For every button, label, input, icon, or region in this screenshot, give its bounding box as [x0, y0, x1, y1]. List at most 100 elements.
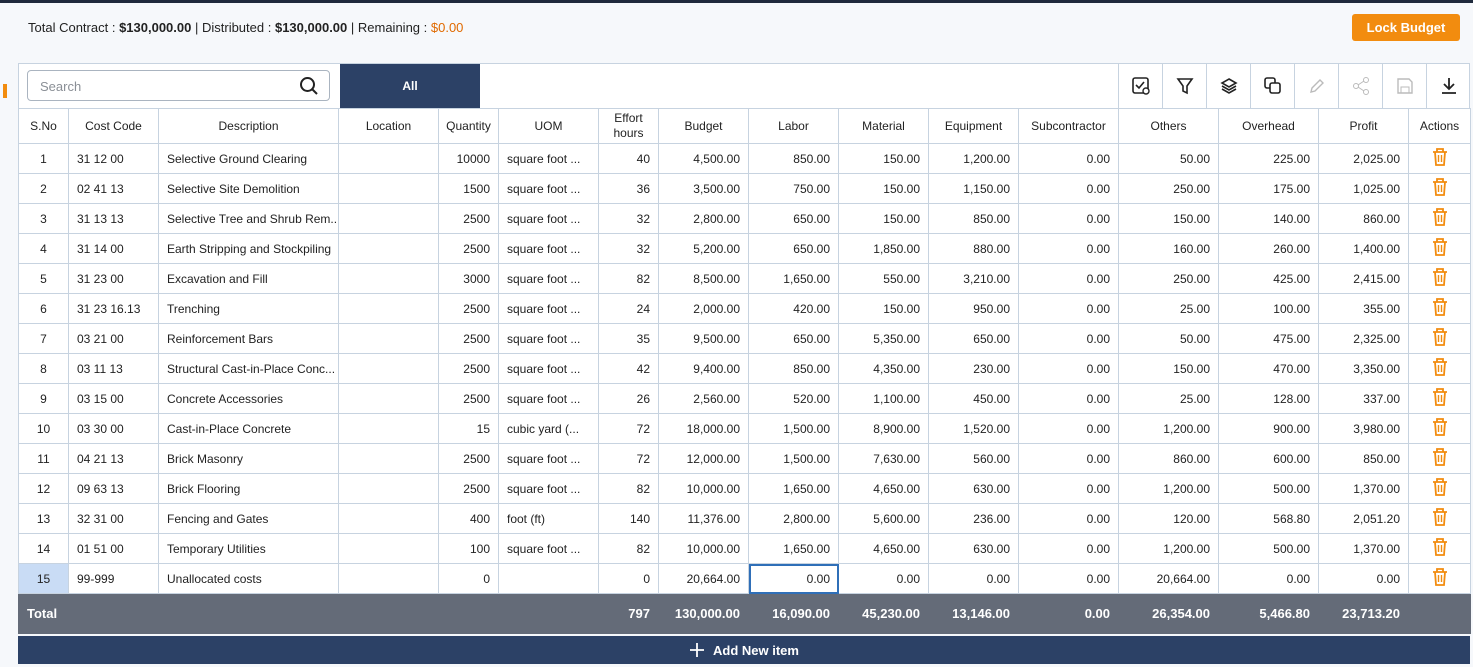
cell: 03 21 00 [68, 323, 159, 354]
cell: 2 [18, 173, 69, 204]
total-cell: 23,713.20 [1318, 593, 1409, 634]
trash-icon [1432, 148, 1447, 166]
cell: 32 [598, 203, 659, 234]
column-header: Material [838, 108, 929, 144]
cell: Selective Site Demolition [158, 173, 339, 204]
cell: 150.00 [838, 173, 929, 204]
cell: 7 [18, 323, 69, 354]
cell: 9,400.00 [658, 353, 749, 384]
cell: 7,630.00 [838, 443, 929, 474]
delete-button[interactable] [1431, 237, 1449, 260]
cell: 31 14 00 [68, 233, 159, 264]
total-cell: 26,354.00 [1118, 593, 1219, 634]
budget-summary: Total Contract : $130,000.00 | Distribut… [28, 20, 463, 35]
cell: Concrete Accessories [158, 383, 339, 414]
cell: 3 [18, 203, 69, 234]
delete-button[interactable] [1431, 327, 1449, 350]
cell: 1,650.00 [748, 473, 839, 504]
cell: square foot ... [498, 203, 599, 234]
cell: 1,150.00 [928, 173, 1019, 204]
delete-button[interactable] [1431, 387, 1449, 410]
cell: cubic yard (... [498, 413, 599, 444]
total-cell: 797 [598, 593, 659, 634]
share-button[interactable] [1338, 64, 1382, 108]
delete-button[interactable] [1431, 507, 1449, 530]
filter-button[interactable] [1162, 64, 1206, 108]
label: | Distributed : [194, 20, 272, 35]
delete-button[interactable] [1431, 417, 1449, 440]
cell: 1,370.00 [1318, 473, 1409, 504]
column-header: S.No [18, 108, 69, 144]
delete-button[interactable] [1431, 177, 1449, 200]
search-box[interactable]: Search [27, 70, 330, 101]
total-cell: 13,146.00 [928, 593, 1019, 634]
copy-button[interactable] [1250, 64, 1294, 108]
total-cell: 5,466.80 [1218, 593, 1319, 634]
column-header: Actions [1408, 108, 1471, 144]
cell: square foot ... [498, 473, 599, 504]
cell: 450.00 [928, 383, 1019, 414]
cell: 4,650.00 [838, 533, 929, 564]
cell: 0.00 [748, 563, 839, 594]
actions-cell [1408, 203, 1471, 234]
delete-button[interactable] [1431, 447, 1449, 470]
cell: 630.00 [928, 473, 1019, 504]
cell [338, 563, 439, 594]
cell: 150.00 [838, 143, 929, 174]
column-header: Description [158, 108, 339, 144]
cell [338, 533, 439, 564]
cell: 8,500.00 [658, 263, 749, 294]
delete-button[interactable] [1431, 297, 1449, 320]
cell: 750.00 [748, 173, 839, 204]
cell: 425.00 [1218, 263, 1319, 294]
delete-button[interactable] [1431, 567, 1449, 590]
delete-button[interactable] [1431, 357, 1449, 380]
cell: 2,560.00 [658, 383, 749, 414]
delete-button[interactable] [1431, 207, 1449, 230]
cell: 2500 [438, 323, 499, 354]
sidebar-indicator [3, 84, 7, 98]
cell: 0.00 [1018, 413, 1119, 444]
download-button[interactable] [1426, 64, 1470, 108]
trash-icon [1432, 298, 1447, 316]
cell: 02 41 13 [68, 173, 159, 204]
tab-all[interactable]: All [340, 64, 480, 108]
cell: 25.00 [1118, 383, 1219, 414]
cell: 520.00 [748, 383, 839, 414]
column-header: UOM [498, 108, 599, 144]
columns-button[interactable] [1118, 64, 1162, 108]
delete-button[interactable] [1431, 147, 1449, 170]
lock-budget-button[interactable]: Lock Budget [1352, 14, 1460, 41]
save-button[interactable] [1382, 64, 1426, 108]
layers-button[interactable] [1206, 64, 1250, 108]
add-item-button[interactable]: Add New item [18, 636, 1470, 664]
cell: 140.00 [1218, 203, 1319, 234]
trash-icon [1432, 238, 1447, 256]
column-header: Location [338, 108, 439, 144]
cell: Selective Tree and Shrub Rem... [158, 203, 339, 234]
cell: 15 [18, 563, 69, 594]
delete-button[interactable] [1431, 267, 1449, 290]
column-header: Others [1118, 108, 1219, 144]
plus-icon [690, 643, 705, 657]
actions-cell [1408, 383, 1471, 414]
delete-button[interactable] [1431, 537, 1449, 560]
total-label: Total [18, 593, 599, 634]
edit-button[interactable] [1294, 64, 1338, 108]
cell: 0.00 [1018, 533, 1119, 564]
cell: 2,800.00 [658, 203, 749, 234]
cell: 650.00 [748, 203, 839, 234]
cell: 10000 [438, 143, 499, 174]
total-cell: 45,230.00 [838, 593, 929, 634]
total-cell: 16,090.00 [748, 593, 839, 634]
cell: 0.00 [1018, 143, 1119, 174]
table-row: 15 99-999 Unallocated costs 0 0 20,664.00 0.00… [18, 563, 1471, 594]
cell: 15 [438, 413, 499, 444]
delete-button[interactable] [1431, 477, 1449, 500]
cell: 400 [438, 503, 499, 534]
actions-cell [1408, 353, 1471, 384]
cell: 1,200.00 [1118, 413, 1219, 444]
table-row: 13 32 31 00 Fencing and Gates 400 foot (ft) 1… [18, 503, 1471, 534]
cell: 10,000.00 [658, 533, 749, 564]
